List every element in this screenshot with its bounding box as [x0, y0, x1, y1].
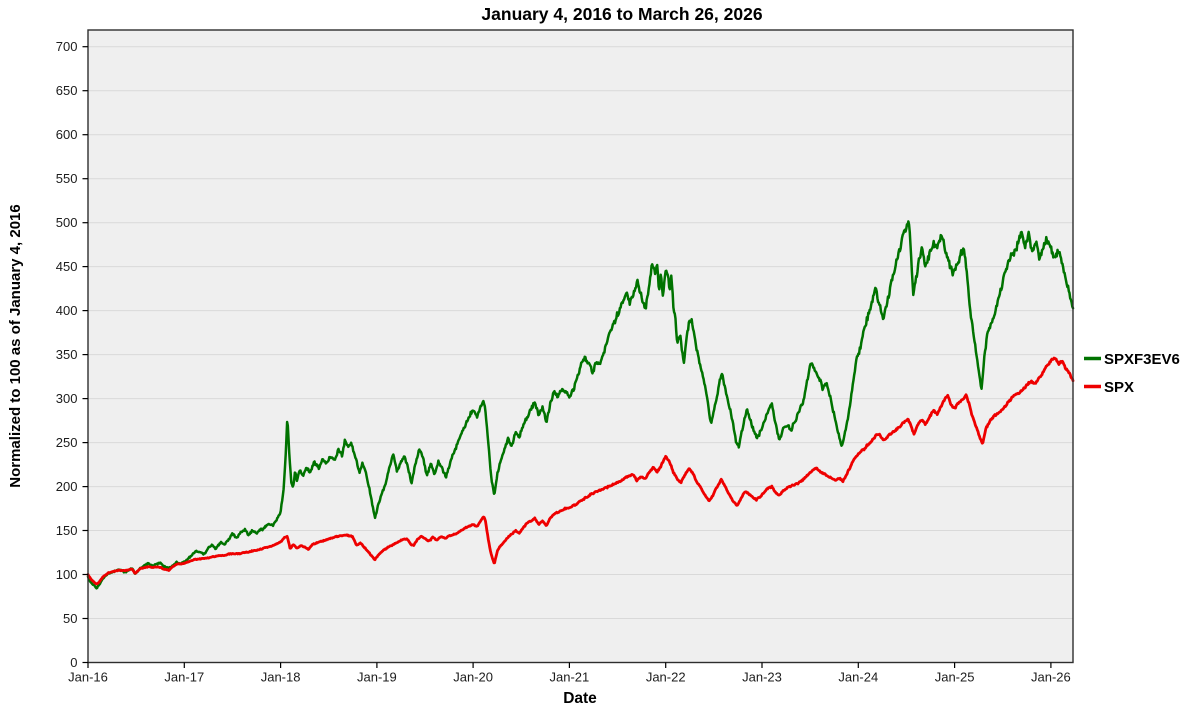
- y-tick-label: 50: [63, 611, 77, 626]
- y-axis-label: Normalized to 100 as of January 4, 2016: [7, 204, 24, 487]
- x-tick-label: Jan-20: [453, 670, 493, 685]
- plot-frame: [87, 29, 1074, 664]
- x-axis: Jan-16 Jan-17 Jan-18 Jan-19 Jan-20 Jan-21 Jan-…: [68, 662, 1071, 685]
- x-tick-label: Jan-23: [742, 670, 782, 685]
- y-tick-label: 450: [56, 259, 78, 274]
- gridlines: [88, 46, 1073, 619]
- x-tick-label: Jan-24: [838, 670, 878, 685]
- y-tick-label: 500: [56, 215, 78, 230]
- x-tick-label: Jan-22: [646, 670, 686, 685]
- y-tick-label: 250: [56, 435, 78, 450]
- y-tick-label: 0: [70, 655, 77, 670]
- y-axis: 0 50 100 150 200 250 300 350 400 450 500 550 600 650 7…: [56, 39, 88, 670]
- x-tick-label: Jan-16: [68, 670, 108, 685]
- x-tick-label: Jan-21: [550, 670, 590, 685]
- plot-area: [88, 30, 1073, 663]
- y-tick-label: 350: [56, 347, 78, 362]
- series-line-spx: [86, 356, 1075, 586]
- x-tick-label: Jan-18: [261, 670, 301, 685]
- chart-title: January 4, 2016 to March 26, 2026: [481, 4, 762, 24]
- y-tick-label: 600: [56, 127, 78, 142]
- x-tick-label: Jan-25: [935, 670, 975, 685]
- y-tick-label: 300: [56, 391, 78, 406]
- y-tick-label: 650: [56, 83, 78, 98]
- y-tick-label: 400: [56, 303, 78, 318]
- y-tick-label: 550: [56, 171, 78, 186]
- x-axis-label: Date: [563, 690, 597, 707]
- x-tick-label: Jan-26: [1031, 670, 1071, 685]
- legend-label-spxf3ev6: SPXF3EV6: [1104, 351, 1180, 368]
- y-tick-label: 150: [56, 523, 78, 538]
- y-tick-label: 700: [56, 39, 78, 54]
- series-line-spxf3ev6: [86, 220, 1075, 590]
- series-lines: [86, 220, 1075, 590]
- legend-label-spx: SPX: [1104, 379, 1134, 396]
- y-tick-label: 100: [56, 567, 78, 582]
- x-tick-label: Jan-19: [357, 670, 397, 685]
- y-tick-label: 200: [56, 479, 78, 494]
- legend: SPXF3EV6 SPX: [1084, 351, 1180, 396]
- x-tick-label: Jan-17: [164, 670, 204, 685]
